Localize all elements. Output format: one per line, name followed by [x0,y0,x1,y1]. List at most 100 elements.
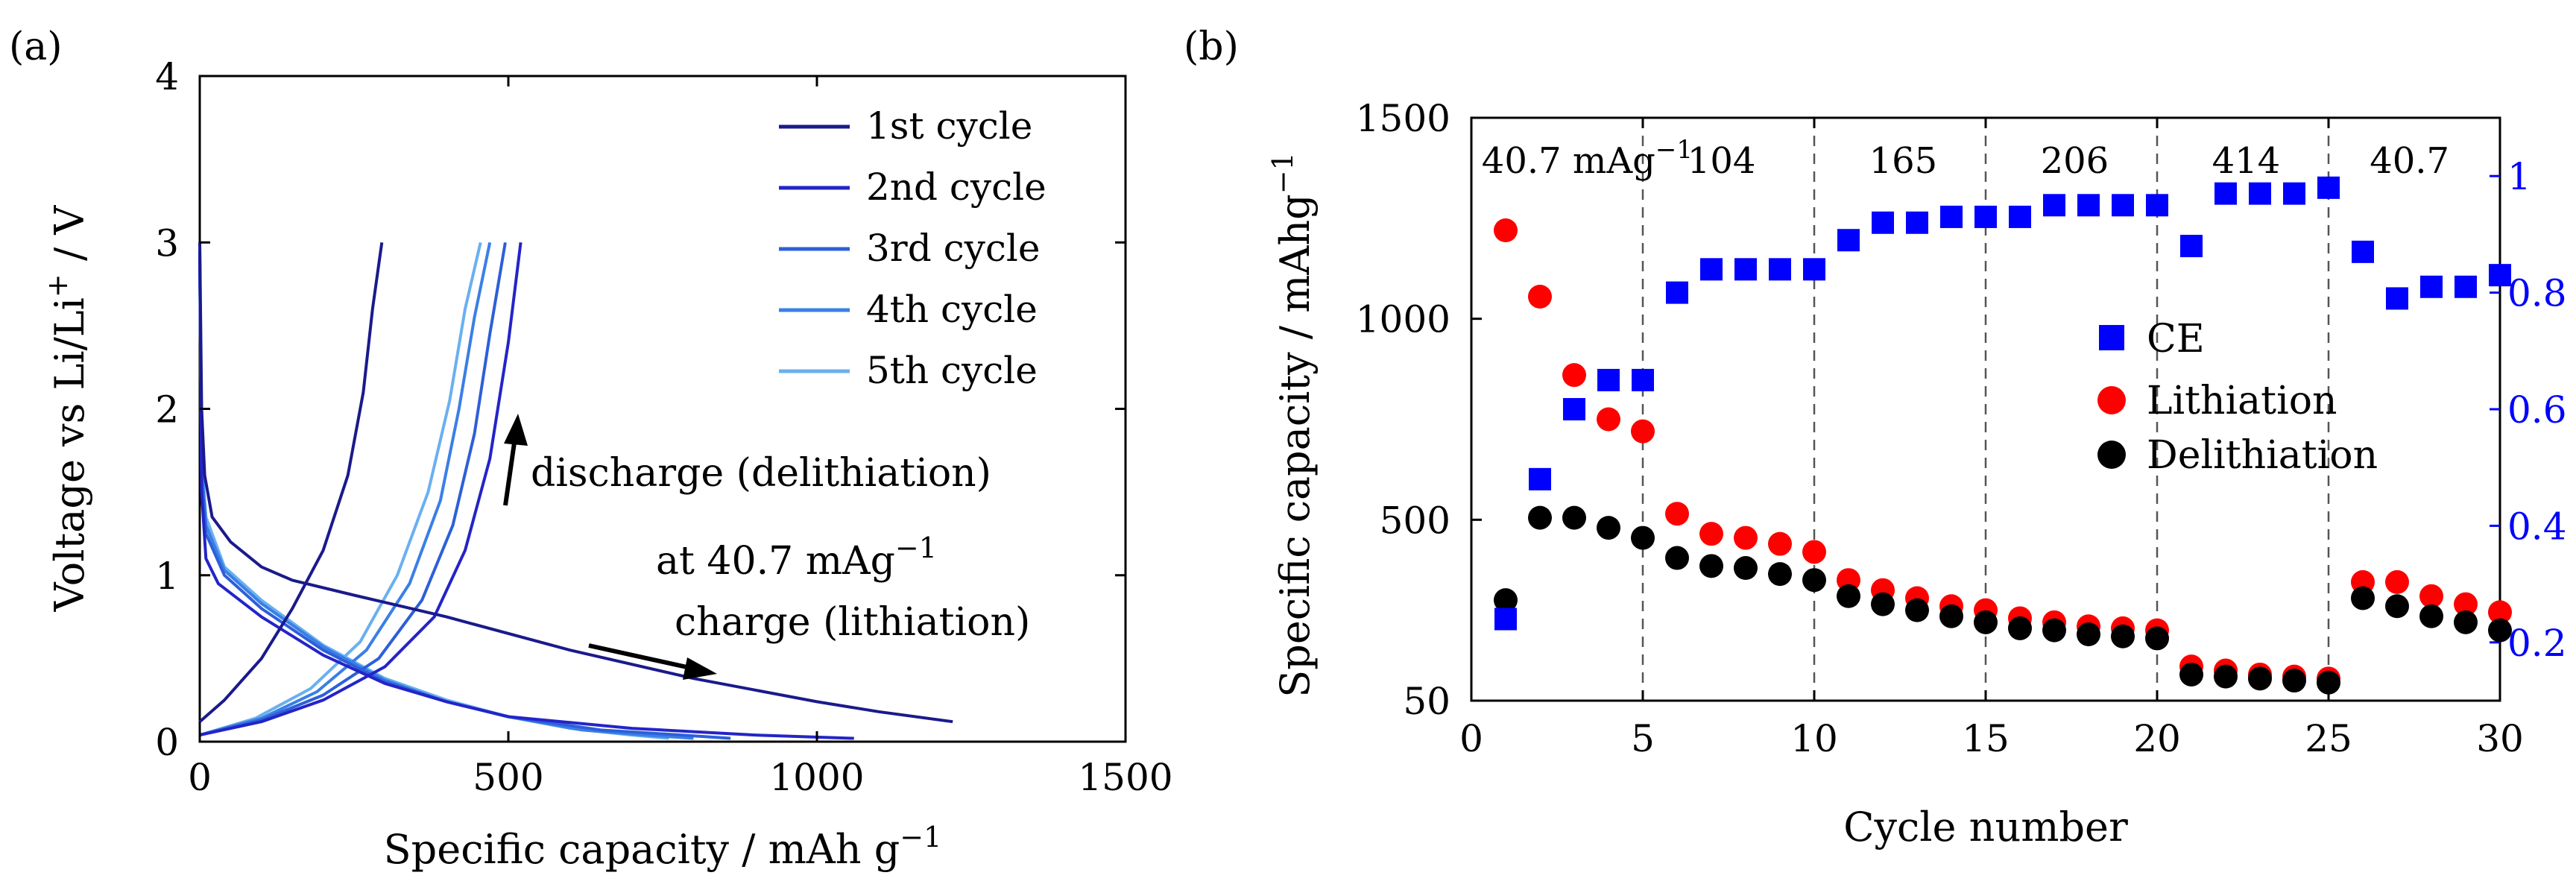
point-lithiation-cycle-28 [2419,584,2443,608]
point-ce-cycle-24 [2283,182,2305,205]
series-5th-cycle-charge-line [198,267,669,740]
legend-marker-ce [2099,325,2124,350]
point-ce-cycle-29 [2455,275,2477,298]
y-tick-label-1: 1 [155,555,179,598]
y-tick-label-3: 3 [155,221,179,265]
point-lithiation-cycle-27 [2385,569,2409,594]
b-y-tick-label-right-0.4: 0.4 [2507,505,2567,548]
point-lithiation-cycle-29 [2454,592,2478,616]
y-tick-label-4: 4 [155,55,179,98]
panel-b-points [1494,176,2512,695]
legend-marker-delithiation [2097,441,2126,469]
legend-label-3rd-cycle: 3rd cycle [866,227,1040,270]
series-3rd-cycle-charge-line [198,259,731,740]
rate-label-1-text: 104 [1688,140,1756,182]
legend-label-1st-cycle: 1st cycle [866,104,1032,148]
rate-label-5-text: 40.7 [2370,140,2449,182]
x-tick-label-500: 500 [473,756,543,799]
point-delithiation-cycle-1 [1494,588,1518,613]
b-y-tick-label-left-1500: 1500 [1356,97,1450,140]
point-delithiation-cycle-17 [2042,618,2066,643]
legend-label-ce: CE [2147,317,2205,362]
b-x-tick-label-20: 20 [2133,717,2181,760]
panel-a-lines [198,242,953,740]
rate-label-5: 40.7 [2370,140,2449,182]
rate-label-3: 206 [2041,140,2109,182]
point-ce-cycle-1 [1494,607,1517,631]
point-delithiation-cycle-4 [1597,516,1620,540]
point-lithiation-cycle-7 [1699,522,1723,546]
b-x-tick-label-15: 15 [1962,717,2010,760]
rate-label-4-text: 414 [2212,140,2281,182]
series-2nd-cycle-charge-line [198,250,854,740]
point-delithiation-cycle-21 [2179,662,2203,687]
point-lithiation-cycle-6 [1665,502,1689,526]
rate-label-0-sup: −1 [1655,135,1693,165]
rate-label-2-text: 165 [1869,140,1938,182]
rate-label-4: 414 [2212,140,2281,182]
discharge-annotation: discharge (delithiation) [531,451,991,496]
panel-a-ylabel: Voltage vs Li/Li+ / V [41,205,93,613]
point-ce-cycle-3 [1563,398,1585,420]
point-ce-cycle-9 [1769,258,1791,281]
point-ce-cycle-22 [2214,182,2237,205]
point-delithiation-cycle-16 [2008,616,2032,640]
series-4th-cycle-discharge-line [199,242,492,737]
rate-label-3-text: 206 [2041,140,2109,182]
b-x-tick-label-30: 30 [2476,717,2524,760]
panel-a-xlabel: Specific capacity / mAh g−1 [384,821,942,873]
point-ce-cycle-19 [2112,194,2134,217]
point-ce-cycle-12 [1872,211,1894,234]
point-lithiation-cycle-1 [1494,218,1518,243]
x-tick-label-1000: 1000 [769,756,864,799]
point-delithiation-cycle-5 [1631,526,1655,550]
point-delithiation-cycle-12 [1871,592,1895,616]
b-y-tick-label-left-1000: 1000 [1356,298,1450,341]
panel-a-legend: 1st cycle 2nd cycle 3rd cycle 4th cycle … [779,104,1046,392]
discharge-arrow [503,432,518,506]
rate-label-2: 165 [1869,140,1938,182]
panel-b-ylabel: Specific capacity / mAhg−1 [1266,152,1319,697]
point-ce-cycle-8 [1734,258,1757,281]
point-ce-cycle-27 [2386,287,2408,310]
legend-label-4th-cycle: 4th cycle [866,288,1038,331]
x-tick-label-1500: 1500 [1078,756,1172,799]
point-delithiation-cycle-9 [1768,562,1792,587]
point-ce-cycle-26 [2352,240,2374,263]
panel-a-annotations: discharge (delithiation) at 40.7 mAg−1 c… [503,414,1030,680]
b-y-tick-label-right-0.6: 0.6 [2507,388,2567,432]
point-lithiation-cycle-9 [1768,531,1792,556]
point-delithiation-cycle-26 [2351,586,2375,610]
point-ce-cycle-6 [1666,281,1688,304]
point-lithiation-cycle-10 [1802,540,1826,564]
panel-b-ticks: 0 5 10 15 20 25 30 50 500 1000 1500 0.2 0.4 0.6 0.8 1 [1356,97,2567,760]
point-lithiation-cycle-5 [1631,419,1655,444]
point-delithiation-cycle-18 [2077,622,2100,647]
b-y-tick-label-right-0.8: 0.8 [2507,272,2567,315]
point-delithiation-cycle-28 [2419,604,2443,628]
point-ce-cycle-4 [1597,368,1620,391]
point-delithiation-cycle-11 [1837,584,1860,608]
point-delithiation-cycle-8 [1734,556,1758,581]
rate-annotation: at 40.7 mAg−1 [656,531,937,584]
point-delithiation-cycle-15 [1974,610,1998,634]
b-y-tick-label-left-500: 500 [1380,499,1450,542]
point-ce-cycle-11 [1837,229,1860,252]
point-delithiation-cycle-7 [1699,554,1723,578]
point-ce-cycle-2 [1529,467,1551,490]
rate-label-1: 104 [1688,140,1756,182]
b-x-tick-label-0: 0 [1459,717,1483,760]
discharge-arrowhead [504,414,528,446]
rate-label-0-text: 40.7 mAg [1482,140,1655,182]
point-delithiation-cycle-20 [2145,626,2169,651]
x-tick-label-0: 0 [188,756,212,799]
b-x-tick-label-10: 10 [1790,717,1838,760]
point-ce-cycle-7 [1700,258,1723,281]
point-ce-cycle-5 [1632,368,1654,391]
point-ce-cycle-15 [1974,205,1997,228]
point-delithiation-cycle-24 [2282,669,2306,693]
point-ce-cycle-14 [1940,205,1963,228]
point-ce-cycle-16 [2009,205,2031,228]
